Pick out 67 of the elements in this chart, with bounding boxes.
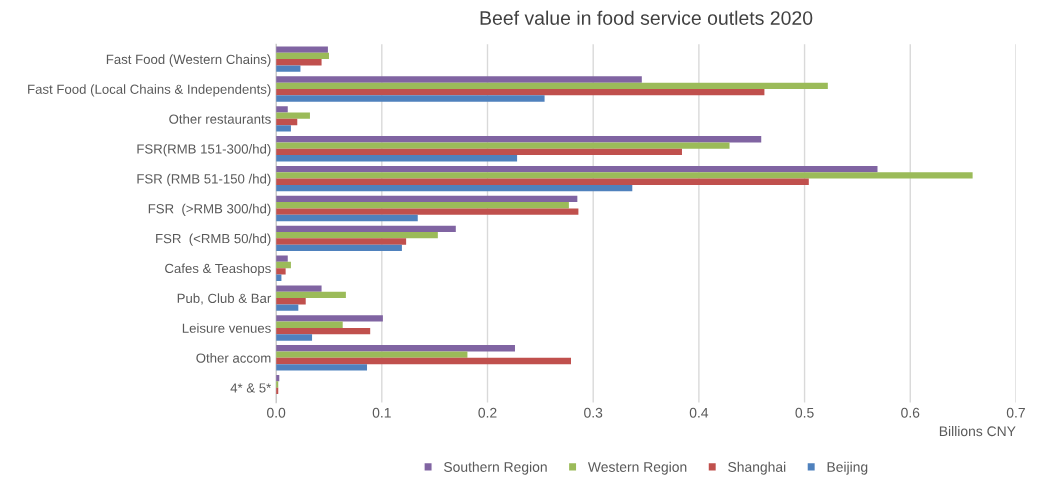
bar xyxy=(276,285,322,292)
bar xyxy=(276,59,322,66)
x-tick-label: 0.1 xyxy=(372,407,391,418)
bar xyxy=(276,208,579,215)
x-tick-label: 0.2 xyxy=(478,407,497,418)
bar xyxy=(276,334,313,341)
bar xyxy=(276,298,306,305)
bar xyxy=(276,327,371,335)
bar xyxy=(276,315,383,322)
x-tick-label: 0.0 xyxy=(267,407,286,418)
x-tick-label: 0.4 xyxy=(689,407,709,418)
y-tick-label: 4* & 5* xyxy=(230,383,272,393)
bar xyxy=(276,238,407,245)
bar xyxy=(276,291,346,299)
bar xyxy=(276,202,569,209)
bar xyxy=(276,136,762,143)
bar xyxy=(276,165,878,173)
y-tick-label: Fast Food (Local Chains & Independents) xyxy=(28,84,271,97)
y-tick-label: FSR (>RMB 300/hd) xyxy=(148,203,271,216)
bar xyxy=(276,142,730,149)
bar xyxy=(276,357,571,365)
bar xyxy=(276,268,286,275)
legend-label: Southern Region xyxy=(444,461,547,475)
bar xyxy=(276,225,456,232)
bar xyxy=(276,304,299,311)
bar xyxy=(276,88,765,96)
bar xyxy=(276,125,291,132)
bar xyxy=(276,351,468,358)
legend-label: Western Region xyxy=(587,461,687,475)
x-axis-title: Billions CNY xyxy=(939,425,1016,437)
chart-title: Beef value in food service outlets 2020 xyxy=(480,10,813,25)
y-tick-label: Fast Food (Western Chains) xyxy=(106,54,271,67)
y-tick-label: FSR(RMB 151-300/hd) xyxy=(137,143,271,157)
y-tick-label: Leisure venues xyxy=(182,323,271,333)
bar xyxy=(276,155,518,162)
bar xyxy=(276,82,828,89)
bar xyxy=(276,148,682,156)
bar xyxy=(276,95,545,102)
bar xyxy=(276,118,298,126)
bar xyxy=(276,65,301,72)
bar xyxy=(276,244,402,252)
bar xyxy=(276,321,343,328)
bar xyxy=(276,364,368,371)
y-tick-label: Other restaurants xyxy=(169,114,271,124)
bar xyxy=(276,214,418,222)
bar xyxy=(276,172,973,179)
y-tick-label: FSR (RMB 51-150 /hd) xyxy=(137,173,271,187)
x-tick-label: 0.3 xyxy=(584,407,603,418)
bar xyxy=(276,178,809,185)
legend-label: Shanghai xyxy=(728,461,786,475)
y-tick-label: FSR (<RMB 50/hd) xyxy=(156,233,271,246)
bar xyxy=(276,345,515,352)
bar xyxy=(276,76,642,83)
bar xyxy=(276,46,328,53)
y-tick-label: Other accom xyxy=(196,353,271,363)
x-tick-label: 0.5 xyxy=(795,407,814,418)
bar xyxy=(276,112,310,119)
x-tick-label: 0.6 xyxy=(901,407,920,418)
y-tick-label: Pub, Club & Bar xyxy=(177,293,272,305)
bar xyxy=(276,195,578,203)
y-tick-label: Cafes & Teashops xyxy=(165,263,271,276)
bar xyxy=(276,52,329,60)
bar xyxy=(276,231,438,239)
legend-label: Beijing xyxy=(827,461,868,475)
bar xyxy=(276,184,633,192)
x-tick-label: 0.7 xyxy=(1006,407,1025,418)
bar xyxy=(276,106,288,113)
